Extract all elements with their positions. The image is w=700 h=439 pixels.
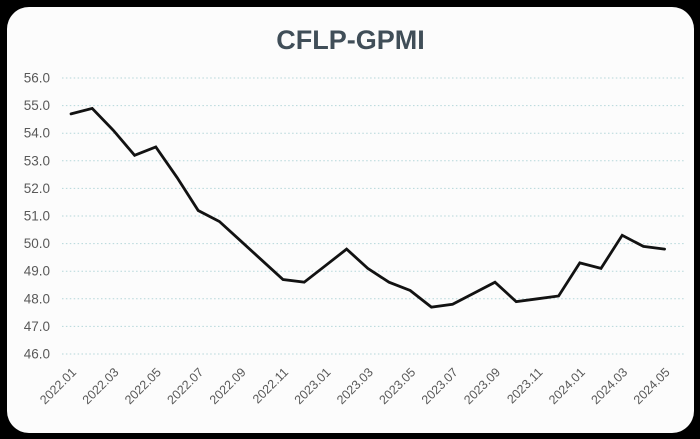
- y-tick-label: 50.0: [24, 236, 50, 251]
- x-tick-label: 2023.07: [419, 365, 461, 407]
- y-tick-label: 51.0: [24, 209, 50, 224]
- x-tick-label: 2022.03: [80, 365, 122, 407]
- x-tick-label: 2023.09: [461, 365, 503, 407]
- y-tick-label: 47.0: [24, 319, 50, 334]
- x-tick-label: 2023.05: [376, 365, 418, 407]
- x-tick-label: 2024.05: [631, 365, 673, 407]
- y-tick-label: 55.0: [24, 98, 50, 113]
- x-tick-label: 2022.05: [122, 365, 164, 407]
- x-tick-label: 2022.07: [164, 365, 206, 407]
- x-tick-label: 2023.01: [292, 365, 334, 407]
- y-tick-label: 46.0: [24, 347, 50, 362]
- y-tick-label: 49.0: [24, 264, 50, 279]
- chart-title: CFLP-GPMI: [276, 25, 425, 55]
- y-tick-label: 53.0: [24, 153, 50, 168]
- x-tick-label: 2022.11: [250, 365, 291, 406]
- x-tick-label: 2023.03: [334, 365, 376, 407]
- pmi-line-series: [69, 106, 666, 309]
- x-tick-label: 2023.11: [504, 365, 545, 406]
- y-tick-label: 48.0: [24, 291, 50, 306]
- x-tick-label: 2024.01: [546, 365, 588, 407]
- y-tick-label: 54.0: [24, 126, 50, 141]
- x-tick-label: 2022.09: [207, 365, 249, 407]
- x-tick-label: 2022.01: [37, 365, 79, 407]
- x-tick-label: 2024.03: [588, 365, 630, 407]
- y-tick-label: 56.0: [24, 71, 50, 86]
- y-tick-label: 52.0: [24, 181, 50, 196]
